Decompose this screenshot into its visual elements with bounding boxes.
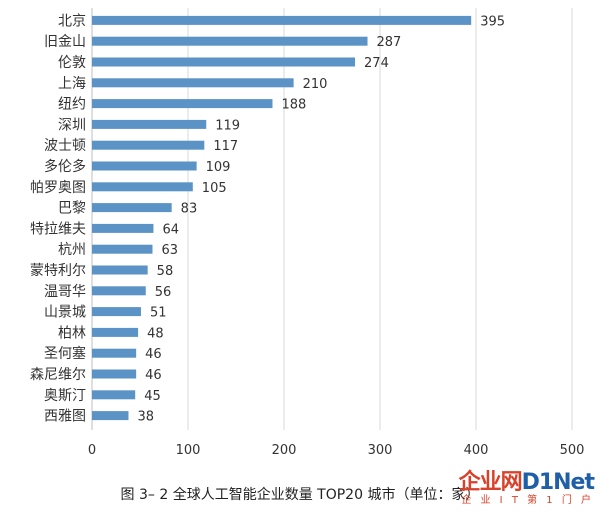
category-label: 杭州 [58, 242, 86, 258]
value-label: 188 [281, 98, 306, 113]
category-label: 蒙特利尔 [30, 263, 86, 279]
bar-纽约 [92, 99, 273, 109]
value-label: 83 [181, 202, 198, 217]
value-label: 58 [157, 264, 174, 279]
category-label: 伦敦 [58, 55, 86, 71]
bar-多伦多 [92, 161, 197, 171]
value-label: 63 [161, 243, 178, 258]
value-label: 56 [155, 285, 172, 300]
x-tick-label: 200 [272, 443, 297, 458]
watermark-logo: 企业网D1Net 企 业 I T 第 1 门 户 [458, 470, 595, 506]
bar-蒙特利尔 [92, 265, 148, 275]
category-label: 山景城 [44, 305, 86, 321]
bar-chart: 0 100 200 300 400 500 北京 395 旧金山 287 伦敦 274 上海 210 纽约 1… [30, 8, 585, 458]
category-label: 圣何塞 [44, 345, 86, 362]
bar-温哥华 [92, 286, 146, 296]
value-label: 119 [215, 118, 240, 133]
value-label: 46 [145, 347, 162, 362]
bar-奥斯汀 [92, 390, 136, 400]
value-label: 109 [206, 160, 231, 175]
value-label: 105 [202, 181, 227, 196]
bar-山景城 [92, 307, 141, 317]
category-label: 波士顿 [44, 138, 86, 154]
bar-伦敦 [92, 57, 356, 67]
bar-柏林 [92, 327, 139, 337]
category-label: 深圳 [58, 117, 86, 133]
bar-波士顿 [92, 140, 205, 150]
bar-上海 [92, 78, 294, 88]
value-label: 46 [145, 368, 162, 383]
value-label: 48 [147, 326, 164, 341]
watermark-sub: 企 业 I T 第 1 门 户 [461, 495, 594, 506]
bar-旧金山 [92, 36, 368, 46]
figure-caption: 图 3– 2 全球人工智能企业数量 TOP20 城市（单位：家） [120, 487, 480, 503]
bar-森尼维尔 [92, 369, 137, 379]
x-tick-label: 400 [464, 443, 489, 458]
category-label: 奥斯汀 [44, 387, 86, 404]
watermark-accent: D1Net [521, 470, 595, 495]
category-label: 特拉维夫 [30, 221, 86, 237]
bar-西雅图 [92, 411, 129, 421]
value-label: 274 [364, 56, 389, 71]
value-label: 210 [303, 77, 328, 92]
value-label: 64 [162, 222, 179, 237]
category-label: 巴黎 [58, 201, 86, 217]
bar-特拉维夫 [92, 223, 154, 233]
category-label: 西雅图 [44, 409, 86, 425]
x-tick-label: 300 [368, 443, 393, 458]
bar-深圳 [92, 119, 207, 129]
category-label: 多伦多 [44, 158, 86, 175]
category-label: 纽约 [58, 97, 86, 113]
bar-杭州 [92, 244, 153, 254]
value-label: 395 [480, 14, 505, 29]
bar-巴黎 [92, 203, 172, 213]
category-label: 北京 [58, 13, 86, 29]
watermark-prefix: 企业网 [458, 470, 523, 495]
category-label: 森尼维尔 [30, 367, 86, 383]
x-tick-label: 100 [176, 443, 201, 458]
bar-北京 [92, 15, 472, 25]
bar-圣何塞 [92, 348, 137, 358]
category-label: 旧金山 [44, 34, 86, 50]
value-label: 117 [213, 139, 238, 154]
category-label: 帕罗奥图 [30, 179, 86, 196]
x-tick-label: 0 [88, 443, 96, 458]
x-tick-label: 500 [560, 443, 585, 458]
value-label: 38 [137, 410, 154, 425]
bar-帕罗奥图 [92, 182, 193, 192]
value-label: 287 [377, 35, 402, 50]
category-label: 温哥华 [44, 284, 86, 300]
category-label: 上海 [58, 76, 86, 92]
value-label: 51 [150, 306, 167, 321]
value-label: 45 [144, 389, 161, 404]
category-label: 柏林 [58, 325, 86, 341]
